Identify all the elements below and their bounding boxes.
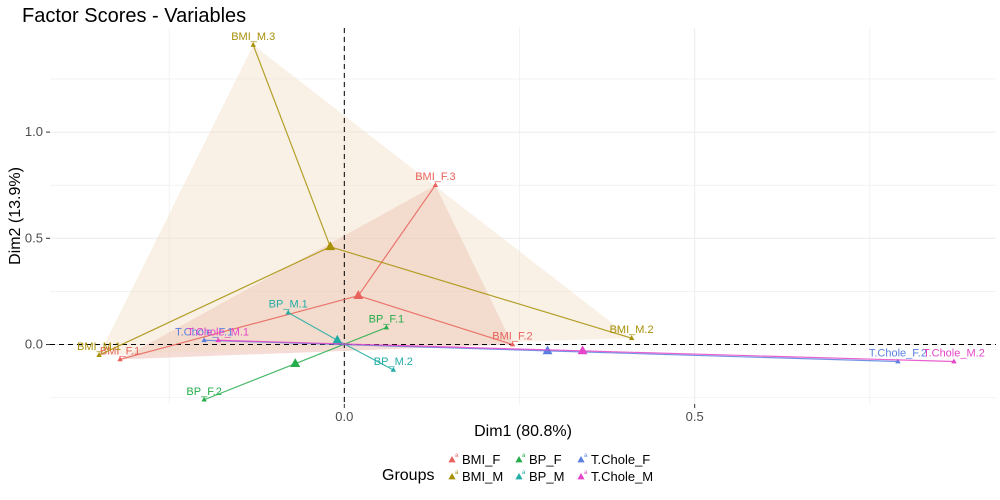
spoke xyxy=(287,312,338,341)
x-tick-label: 0.5 xyxy=(686,409,704,424)
centroid-marker xyxy=(332,334,343,344)
point-marker xyxy=(201,396,207,402)
legend-key xyxy=(515,456,523,463)
spoke xyxy=(252,44,331,248)
legend-item-t-chole_m: a T.Chole_M xyxy=(577,469,653,484)
spoke xyxy=(582,350,954,363)
group-hulls xyxy=(99,44,632,360)
legend-key-letter: a xyxy=(522,453,526,459)
legend-title: Groups xyxy=(382,467,434,484)
spoke xyxy=(98,246,331,356)
centroid-marker xyxy=(290,358,301,367)
legend-key xyxy=(448,456,456,463)
point-marker xyxy=(628,335,635,340)
spoke xyxy=(203,363,296,401)
legend-item-bp_f: a BP_F xyxy=(515,452,562,467)
hull-bmi_f xyxy=(120,185,513,360)
point-label: BP_M.2 xyxy=(374,356,413,368)
point-label: T.Chole_F.1 xyxy=(175,326,233,338)
legend-key xyxy=(577,473,585,480)
legend-key xyxy=(515,473,523,480)
point-marker xyxy=(215,337,221,343)
spoke xyxy=(119,295,359,360)
point-label: BMI_F.3 xyxy=(415,171,455,183)
point-label: BMI_M.2 xyxy=(610,324,654,336)
axes: 0.0 0.5 0.0 0.5 1.0 xyxy=(25,124,704,424)
point-label: BP_F.2 xyxy=(186,386,221,398)
legend-key-letter: a xyxy=(522,470,526,476)
plot-area: BMI_F.1BMI_F.2BMI_F.3BMI_M.1BMI_M.2BMI_M… xyxy=(25,28,996,424)
group-t-chole_m: T.Chole_M.1 T.Chole_M.2 xyxy=(187,326,985,364)
point-marker xyxy=(285,309,291,315)
point-marker xyxy=(951,358,957,364)
x-tick-label: 0.0 xyxy=(335,409,353,424)
plot-content: BMI_F.1BMI_F.2BMI_F.3BMI_M.1BMI_M.2BMI_M… xyxy=(50,28,996,404)
spoke xyxy=(547,350,898,363)
group-bmi_m: BMI_M.1 BMI_M.2 BMI_M.3 xyxy=(77,31,654,357)
centroid-marker xyxy=(577,345,588,355)
legend-key xyxy=(448,473,456,480)
point-marker xyxy=(432,182,439,187)
legend-item-bp_m: a BP_M xyxy=(515,469,564,484)
legend-label: T.Chole_M xyxy=(591,469,653,484)
legend: Groups a BMI_Fa BMI_Ma BP_Fa BP_Ma T.Chole_Fa… xyxy=(382,452,653,484)
point-marker xyxy=(250,41,256,47)
y-tick-label: 1.0 xyxy=(25,124,43,139)
legend-item-bmi_m: a BMI_M xyxy=(448,469,503,484)
x-axis-title: Dim1 (80.8%) xyxy=(474,423,572,440)
group-bmi_f: BMI_F.1 BMI_F.2 BMI_F.3 xyxy=(100,171,533,362)
point-label: BMI_M.3 xyxy=(231,31,275,43)
spoke xyxy=(358,295,513,346)
point-label: T.Chole_M.1 xyxy=(187,326,249,338)
legend-item-bmi_f: a BMI_F xyxy=(448,452,500,467)
point-marker xyxy=(201,337,207,343)
legend-key-letter: a xyxy=(584,470,588,476)
point-marker xyxy=(895,358,901,364)
legend-label: BP_M xyxy=(529,469,564,484)
point-marker xyxy=(509,341,516,347)
point-label: BMI_F.2 xyxy=(492,331,532,343)
legend-label: BMI_F xyxy=(462,452,500,467)
legend-label: BMI_M xyxy=(462,469,503,484)
legend-key-letter: a xyxy=(584,453,588,459)
y-tick-label: 0.5 xyxy=(25,230,43,245)
legend-label: BP_F xyxy=(529,452,562,467)
spoke xyxy=(330,246,632,339)
y-axis-title: Dim2 (13.9%) xyxy=(7,167,24,265)
spoke xyxy=(218,339,583,352)
hull-bmi_m xyxy=(99,44,632,356)
legend-key xyxy=(577,456,585,463)
point-label: T.Chole_F.2 xyxy=(869,348,927,360)
chart-title: Factor Scores - Variables xyxy=(22,5,246,27)
legend-item-t-chole_f: a T.Chole_F xyxy=(577,452,650,467)
spoke xyxy=(295,326,387,365)
point-label: T.Chole_M.2 xyxy=(923,348,985,360)
point-label: BMI_F.1 xyxy=(100,345,140,357)
group-bp_f: BP_F.1 BP_F.2 xyxy=(186,314,404,402)
centroid-marker xyxy=(325,241,336,251)
point-marker xyxy=(383,324,390,330)
centroid-marker xyxy=(353,290,364,299)
point-marker xyxy=(390,367,397,372)
point-label: BMI_M.1 xyxy=(77,341,121,353)
spoke xyxy=(357,184,436,297)
legend-key-letter: a xyxy=(455,470,459,476)
y-tick-label: 0.0 xyxy=(25,337,43,352)
point-marker xyxy=(117,356,123,362)
point-label: BP_F.1 xyxy=(369,314,404,326)
point-label: BP_M.1 xyxy=(269,299,308,311)
legend-key-letter: a xyxy=(455,453,459,459)
legend-label: T.Chole_F xyxy=(591,452,650,467)
point-marker xyxy=(96,352,102,357)
